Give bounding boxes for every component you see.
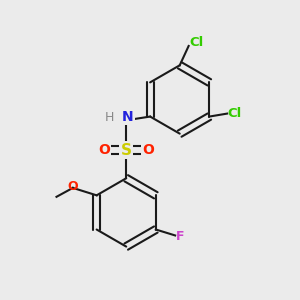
Text: N: N — [122, 110, 134, 124]
Text: H: H — [105, 111, 115, 124]
Text: F: F — [176, 230, 185, 243]
Text: Cl: Cl — [189, 37, 203, 50]
Text: S: S — [121, 142, 132, 158]
Text: Cl: Cl — [227, 107, 242, 120]
Text: O: O — [142, 143, 154, 157]
Text: O: O — [98, 143, 110, 157]
Text: O: O — [68, 180, 78, 193]
